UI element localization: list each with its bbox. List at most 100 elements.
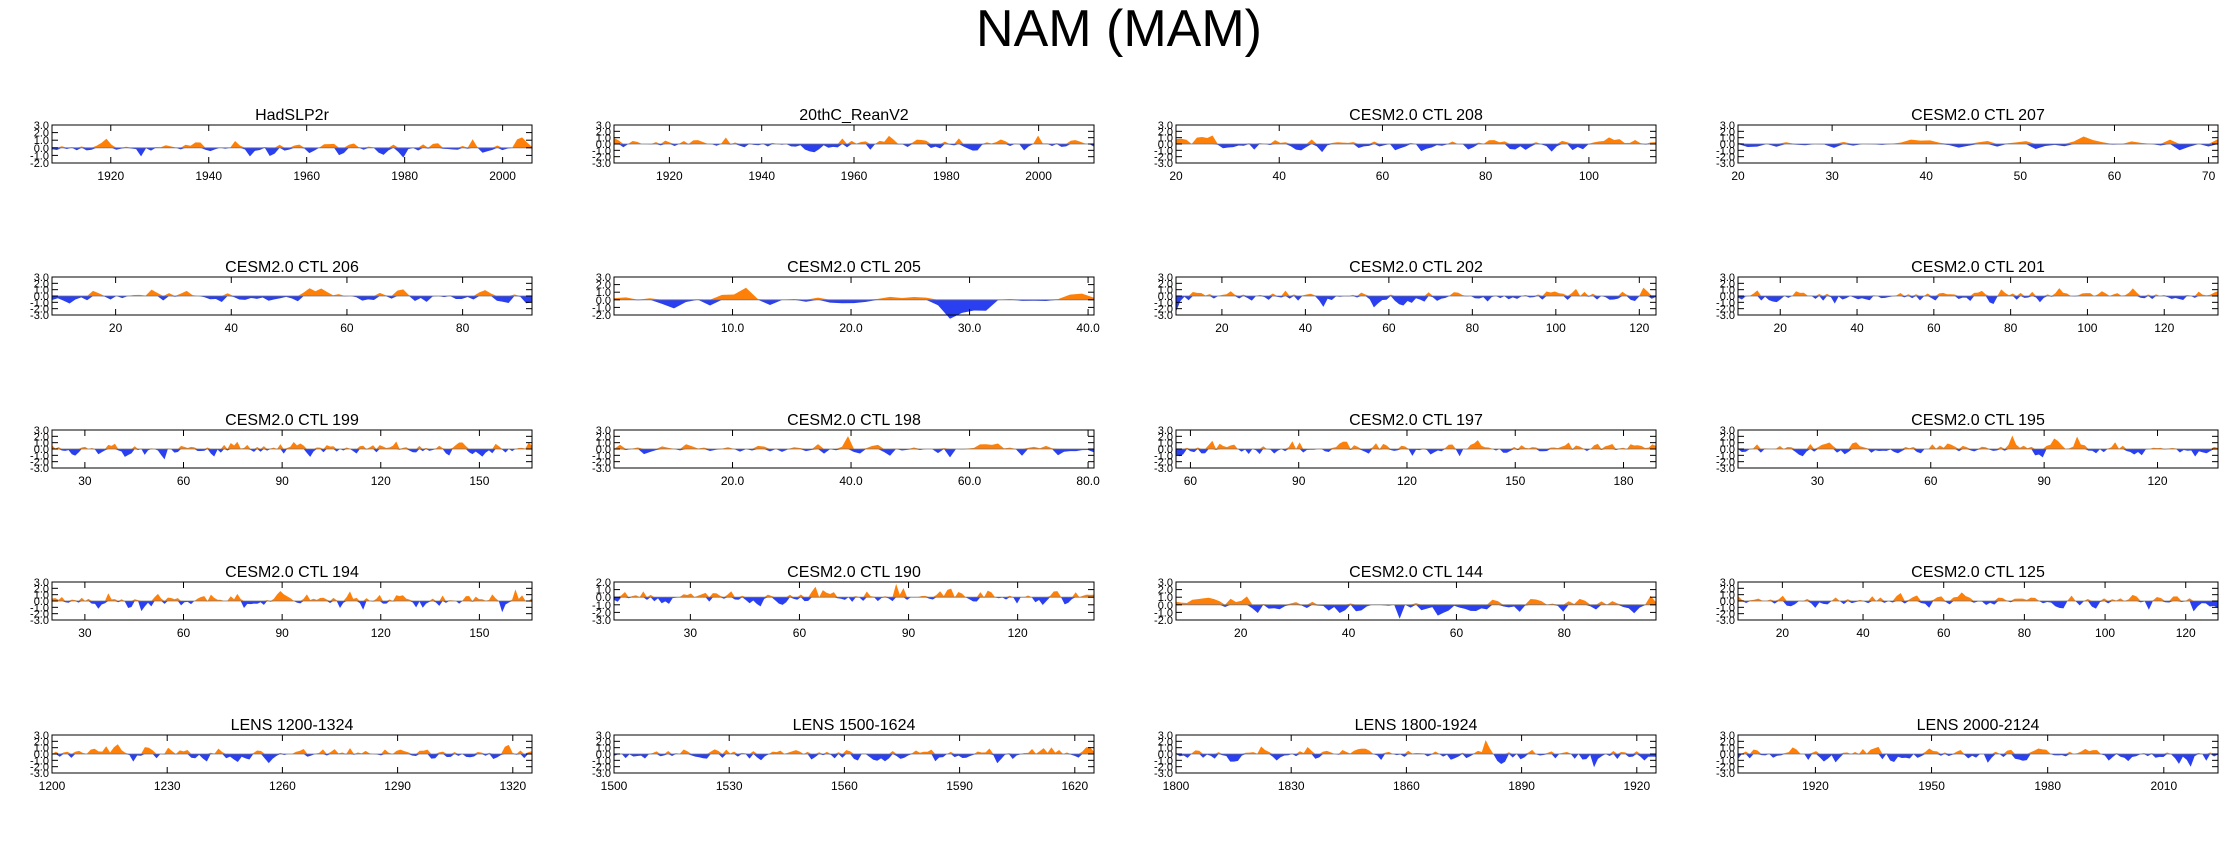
panel-16: CESM2.0 CTL 125 -3.0-2.0-1.00.01.02.03.0 2… — [1716, 564, 2219, 640]
x-tick-label: 150 — [1505, 474, 1525, 488]
panel-title: LENS 1200-1324 — [231, 717, 354, 734]
y-tick-label: 3.0 — [1720, 730, 1735, 742]
positive-area — [614, 135, 1094, 144]
positive-area — [1738, 592, 2218, 601]
y-tick-label: 2.0 — [596, 280, 611, 292]
panel-title: 20thC_ReanV2 — [799, 107, 909, 124]
y-tick-label: 1.0 — [1158, 743, 1173, 755]
x-tick-label: 70 — [2202, 169, 2216, 183]
panel-title: CESM2.0 CTL 207 — [1911, 107, 2045, 124]
y-tick-label: 2.0 — [1720, 431, 1735, 443]
y-tick-label: -1.0 — [1716, 450, 1735, 462]
negative-area — [1176, 754, 1656, 768]
panel-14: CESM2.0 CTL 190 -3.0-2.0-1.00.01.02.0 30 60… — [592, 564, 1095, 640]
panel-18: LENS 1500-1624 -3.0-2.0-1.00.01.02.03.0 15… — [592, 717, 1095, 793]
x-tick-label: 150 — [469, 626, 489, 640]
x-tick-label: 120 — [2154, 321, 2174, 335]
positive-area — [1176, 440, 1656, 449]
y-tick-label: -3.0 — [30, 615, 49, 627]
plot-frame — [613, 581, 1095, 621]
panel-title: CESM2.0 CTL 195 — [1911, 412, 2045, 429]
negative-area — [1176, 144, 1656, 153]
y-tick-label: 2.0 — [34, 278, 49, 290]
panel-19: LENS 1800-1924 -3.0-2.0-1.00.01.02.03.0 18… — [1154, 717, 1657, 793]
x-tick-label: 1860 — [1393, 779, 1420, 793]
x-tick-label: 1920 — [1802, 779, 1829, 793]
y-tick-label: 0.0 — [1720, 291, 1735, 303]
y-tick-label: 0.0 — [1720, 139, 1735, 151]
x-tick-label: 1200 — [39, 779, 66, 793]
y-tick-label: -1.0 — [1154, 450, 1173, 462]
negative-area — [1738, 601, 2218, 612]
x-tick-label: 40 — [1299, 321, 1313, 335]
y-tick-label: 0.0 — [34, 444, 49, 456]
panel-title: CESM2.0 CTL 198 — [787, 412, 921, 429]
y-tick-label: 2.0 — [596, 126, 611, 138]
panel-title: CESM2.0 CTL 197 — [1349, 412, 1483, 429]
panel-title: CESM2.0 CTL 208 — [1349, 107, 1483, 124]
panel-1: HadSLP2r -2.0-1.00.01.02.03.0 1920 1940 1960… — [30, 107, 533, 183]
positive-area — [1176, 595, 1656, 605]
x-tick-label: 40 — [1342, 626, 1356, 640]
x-tick-label: 20 — [1234, 626, 1248, 640]
y-tick-label: 3.0 — [1720, 577, 1735, 589]
figure-title: NAM (MAM) — [976, 0, 1262, 58]
x-tick-label: 20.0 — [721, 474, 745, 488]
x-tick-label: 1590 — [946, 779, 973, 793]
positive-area — [52, 441, 532, 449]
y-tick-label: -3.0 — [30, 768, 49, 780]
y-tick-label: -2.0 — [1716, 152, 1735, 164]
x-tick-label: 80 — [1558, 626, 1572, 640]
negative-area — [1176, 604, 1656, 619]
x-tick-label: 30 — [78, 626, 92, 640]
y-tick-label: 0.0 — [596, 749, 611, 761]
negative-area — [52, 449, 532, 460]
panel-17: LENS 1200-1324 -3.0-2.0-1.00.01.02.03.0 12… — [30, 717, 533, 793]
x-tick-label: 1890 — [1508, 779, 1535, 793]
x-tick-label: 90 — [1292, 474, 1306, 488]
y-tick-label: 1.0 — [596, 133, 611, 145]
y-tick-label: 3.0 — [596, 730, 611, 742]
x-tick-label: 90 — [275, 626, 289, 640]
y-tick-label: 2.0 — [1158, 126, 1173, 138]
y-tick-label: -1.0 — [592, 450, 611, 462]
y-tick-label: 1.0 — [1720, 285, 1735, 297]
x-tick-label: 120 — [371, 626, 391, 640]
y-tick-label: -1.0 — [1716, 145, 1735, 157]
x-tick-label: 50 — [2014, 169, 2028, 183]
x-tick-label: 60 — [340, 321, 354, 335]
panel-title: CESM2.0 CTL 206 — [225, 259, 359, 276]
y-tick-label: 0.0 — [1158, 291, 1173, 303]
y-tick-label: -3.0 — [592, 463, 611, 475]
x-tick-label: 40.0 — [839, 474, 863, 488]
y-tick-label: -1.0 — [30, 602, 49, 614]
x-tick-label: 60 — [2108, 169, 2122, 183]
y-tick-label: -2.0 — [592, 607, 611, 619]
x-tick-label: 1920 — [1623, 779, 1650, 793]
positive-area — [52, 137, 532, 148]
panel-15: CESM2.0 CTL 144 -2.0-1.00.01.02.03.0 20 40 6… — [1154, 564, 1657, 640]
y-tick-label: -1.0 — [592, 755, 611, 767]
y-tick-label: 1.0 — [34, 590, 49, 602]
panel-8: CESM2.0 CTL 201 -3.0-2.0-1.00.01.02.03.0 2… — [1716, 259, 2219, 335]
x-tick-label: 1500 — [601, 779, 628, 793]
positive-area — [52, 589, 532, 601]
y-tick-label: 3.0 — [1158, 577, 1173, 589]
x-tick-label: 80 — [456, 321, 470, 335]
y-tick-label: 0.0 — [1720, 749, 1735, 761]
x-tick-label: 40 — [1920, 169, 1934, 183]
negative-area — [1738, 296, 2218, 305]
x-tick-label: 60 — [1924, 474, 1938, 488]
x-tick-label: 30 — [1811, 474, 1825, 488]
positive-area — [52, 288, 532, 296]
x-tick-label: 1830 — [1278, 779, 1305, 793]
positive-area — [1738, 435, 2218, 449]
panel-3: CESM2.0 CTL 208 -3.0-2.0-1.00.01.02.03.0 2… — [1154, 107, 1657, 183]
x-tick-label: 1260 — [269, 779, 296, 793]
panel-title: CESM2.0 CTL 190 — [787, 564, 921, 581]
x-tick-label: 60 — [1927, 321, 1941, 335]
x-tick-label: 10.0 — [721, 321, 745, 335]
y-tick-label: -1.0 — [1716, 755, 1735, 767]
negative-area — [1176, 449, 1656, 457]
panel-title: LENS 2000-2124 — [1917, 717, 2040, 734]
